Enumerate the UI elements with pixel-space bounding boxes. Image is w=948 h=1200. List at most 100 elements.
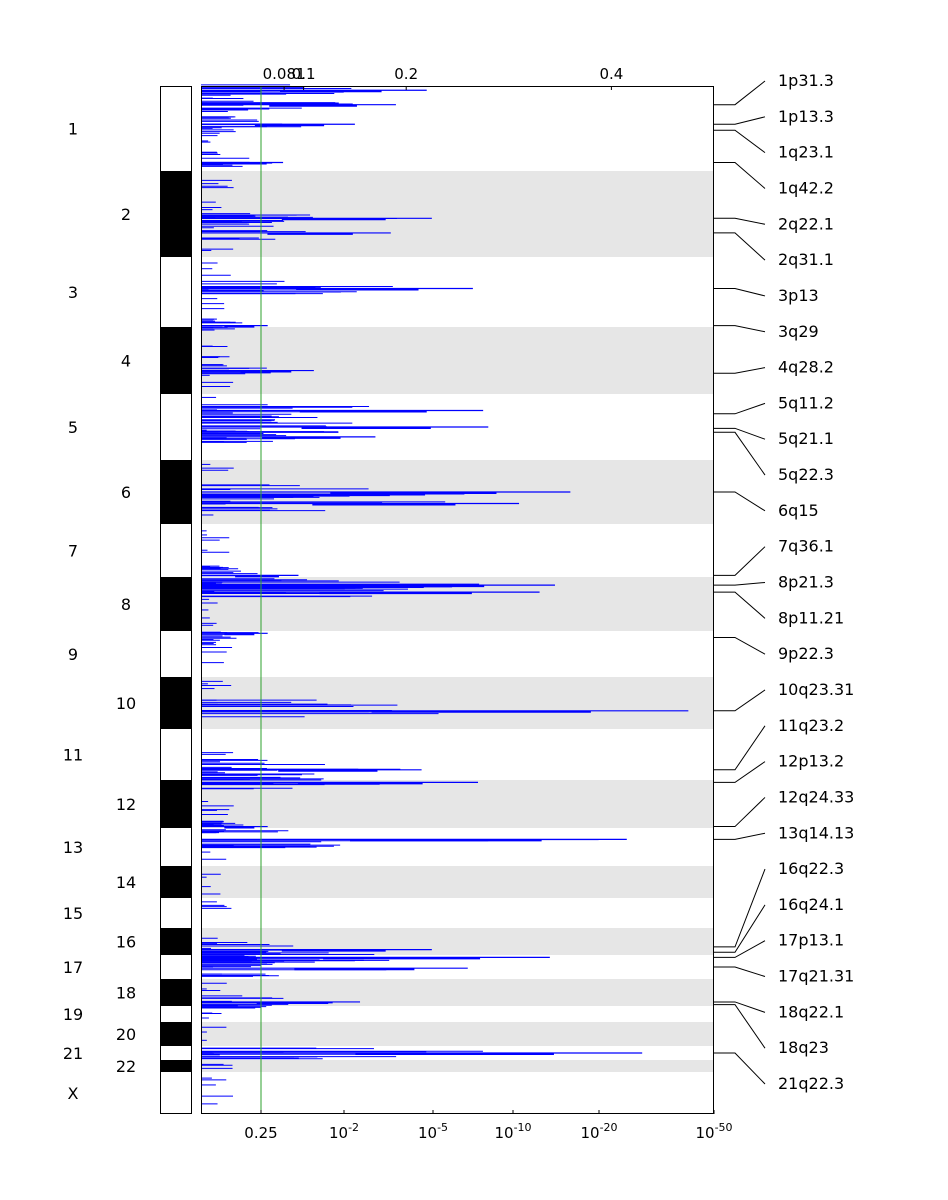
cytoband-1p13.3: 1p13.3	[714, 107, 834, 126]
cytoband-5q22.3: 5q22.3	[714, 431, 834, 484]
cytoband-label: 13q14.13	[778, 823, 854, 842]
cytoband-labels: 1p31.3 1p13.3 1q23.1 1q42.2 2q22.1 2q31.1 3p13…	[714, 71, 854, 1093]
peak-chr2-5	[201, 221, 391, 240]
cytoband-1p31.3: 1p31.3	[714, 71, 834, 106]
cytoband-label: 18q22.1	[778, 1002, 844, 1021]
ideogram-chr19	[160, 1006, 192, 1022]
cytoband-16q24.1: 16q24.1	[714, 895, 844, 953]
cytoband-2q31.1: 2q31.1	[714, 232, 834, 269]
cytoband-label: 4q28.2	[778, 358, 834, 377]
cytoband-label: 1p31.3	[778, 71, 834, 90]
peak-chr1-1	[201, 98, 396, 111]
cytoband-17q21.31: 17q21.31	[714, 966, 854, 986]
peak-chr3-6	[201, 280, 473, 295]
ideogram-chr21	[160, 1046, 192, 1060]
cytoband-1q42.2: 1q42.2	[714, 162, 834, 197]
ideogram-chr17	[160, 955, 192, 979]
cytoband-3p13: 3p13	[714, 286, 819, 305]
cytoband-21q22.3: 21q22.3	[714, 1052, 844, 1093]
cytoband-label: 21q22.3	[778, 1074, 844, 1093]
cytoband-5q11.2: 5q11.2	[714, 393, 834, 415]
cytoband-label: 1q42.2	[778, 178, 834, 197]
cytoband-label: 8p11.21	[778, 608, 844, 627]
cytoband-label: 2q31.1	[778, 250, 834, 269]
peak-chr3-7	[201, 318, 268, 331]
chrom-label-6: 6	[121, 483, 131, 502]
peak-chr5-9	[201, 404, 484, 421]
chrom-label-11: 11	[63, 746, 83, 765]
cytoband-2q22.1: 2q22.1	[714, 214, 834, 233]
ideogram-chr5	[160, 394, 192, 460]
peak-chr6-13	[201, 493, 520, 512]
cytoband-8p11.21: 8p11.21	[714, 591, 844, 627]
chrom-label-17: 17	[63, 958, 83, 977]
peak-chr4-8	[201, 364, 314, 375]
cytoband-label: 12q24.33	[778, 787, 854, 806]
cytoband-label: 3p13	[778, 286, 819, 305]
cytoband-label: 2q22.1	[778, 214, 834, 233]
bottom-tick-label-4: 10-20	[580, 1121, 617, 1142]
ideogram-chr15	[160, 898, 192, 928]
chromosome-bands	[201, 171, 714, 1072]
peak-chr1-2	[201, 116, 355, 133]
cytoband-label: 18q23	[778, 1038, 829, 1057]
plot-frame	[201, 86, 714, 1114]
ideogram-chr16	[160, 928, 192, 955]
band-chr22	[201, 1060, 714, 1072]
chrom-label-18: 18	[116, 984, 136, 1003]
ideogram-chr8	[160, 577, 192, 631]
chrom-label-8: 8	[121, 595, 131, 614]
ideogram-chr12	[160, 780, 192, 828]
chrom-label-12: 12	[116, 795, 136, 814]
chrom-label-9: 9	[68, 645, 78, 664]
top-tick-label-1: 0.1	[292, 65, 316, 83]
bottom-tick-label-1: 10-2	[329, 1121, 359, 1142]
cytoband-12p13.2: 12p13.2	[714, 752, 844, 783]
chrom-label-7: 7	[68, 542, 78, 561]
band-chr16	[201, 928, 714, 955]
ideogram-chr14	[160, 866, 192, 898]
chrom-label-20: 20	[116, 1025, 136, 1044]
chrom-label-4: 4	[121, 352, 131, 371]
chrom-label-13: 13	[63, 838, 83, 857]
peak-chr18-26	[201, 995, 361, 1009]
cytoband-5q21.1: 5q21.1	[714, 427, 834, 448]
cytoband-9p22.3: 9p22.3	[714, 636, 834, 663]
cytoband-label: 17q21.31	[778, 967, 854, 986]
peak-chr10-18	[201, 699, 689, 718]
ideogram-chr6	[160, 460, 192, 524]
bottom-tick-label-3: 10-10	[494, 1121, 531, 1142]
cytoband-18q22.1: 18q22.1	[714, 1001, 844, 1021]
peak-chr8-16	[201, 584, 540, 598]
ideogram-chr13	[160, 828, 192, 866]
chrom-label-22: 22	[116, 1057, 136, 1076]
chrom-label-15: 15	[63, 904, 83, 923]
cytoband-label: 17p13.1	[778, 931, 844, 950]
ideogram-chr2	[160, 171, 192, 257]
ideogram-chrX	[160, 1072, 192, 1114]
cytoband-10q23.31: 10q23.31	[714, 680, 854, 712]
peak-chr21-27	[201, 1047, 643, 1060]
cytoband-label: 5q22.3	[778, 465, 834, 484]
cytoband-11q23.2: 11q23.2	[714, 716, 844, 771]
chrom-label-14: 14	[116, 873, 136, 892]
cytoband-label: 16q24.1	[778, 895, 844, 914]
top-tick-label-0: 0.081	[263, 65, 306, 83]
ideogram-frame	[160, 86, 192, 1114]
peak-chr6-12	[201, 484, 571, 500]
band-chr2	[201, 171, 714, 257]
peak-chr17-25	[201, 958, 468, 977]
cytoband-label: 16q22.3	[778, 859, 844, 878]
ideogram-chr10	[160, 677, 192, 729]
chrom-label-16: 16	[116, 933, 136, 952]
ideogram-chr18	[160, 979, 192, 1006]
ideogram-chr11	[160, 729, 192, 780]
cytoband-label: 11q23.2	[778, 716, 844, 735]
cytoband-label: 10q23.31	[778, 680, 854, 699]
ideogram-chr9	[160, 631, 192, 677]
ideogram-chr4	[160, 327, 192, 394]
cytoband-label: 5q21.1	[778, 429, 834, 448]
chrom-label-10: 10	[116, 694, 136, 713]
chrom-label-3: 3	[68, 283, 78, 302]
